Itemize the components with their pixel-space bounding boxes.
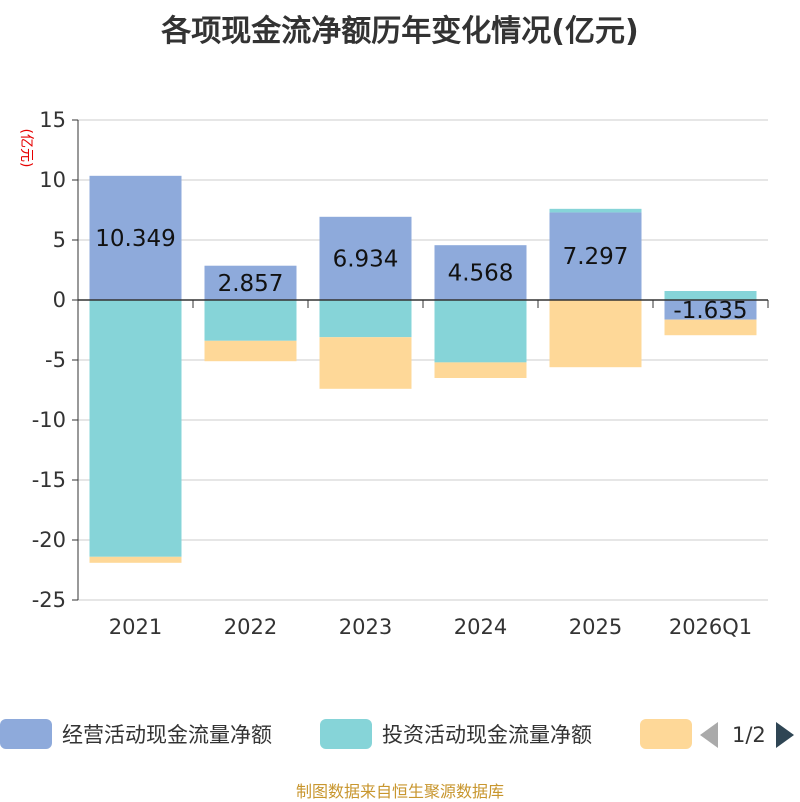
chart-title: 各项现金流净额历年变化情况(亿元) xyxy=(161,14,639,49)
bar-series xyxy=(89,175,757,563)
bar-investing xyxy=(89,300,182,557)
legend-swatch-investing xyxy=(320,719,372,749)
bar-operating xyxy=(549,212,642,300)
y-tick-label: 0 xyxy=(53,288,66,312)
bar-financing xyxy=(204,340,297,362)
bar-operating xyxy=(319,216,412,300)
bar-investing xyxy=(319,300,412,338)
bar-investing xyxy=(549,208,642,213)
x-tick-label: 2022 xyxy=(224,615,277,639)
y-axis-unit-label: (亿元) xyxy=(18,129,34,168)
bar-operating xyxy=(89,175,182,300)
y-tick-label: -25 xyxy=(32,588,66,612)
bar-financing xyxy=(319,337,412,389)
legend-item-operating[interactable]: 经营活动现金流量净额 xyxy=(0,718,272,750)
bar-financing xyxy=(434,362,527,378)
data-label: 7.297 xyxy=(563,244,629,270)
y-tick-label: 15 xyxy=(39,108,66,132)
x-tick-label: 2026Q1 xyxy=(669,615,752,639)
y-tick-label: -10 xyxy=(32,408,66,432)
x-tick-label: 2025 xyxy=(569,615,622,639)
legend-label-operating: 经营活动现金流量净额 xyxy=(62,723,272,747)
y-tick-label: -5 xyxy=(45,348,66,372)
y-tick-label: -20 xyxy=(32,528,66,552)
bar-investing xyxy=(664,291,757,300)
bar-financing xyxy=(549,300,642,368)
y-tick-label: 10 xyxy=(39,168,66,192)
y-tick-label: 5 xyxy=(53,228,66,252)
bar-financing xyxy=(664,319,757,336)
source-note: 制图数据来自恒生聚源数据库 xyxy=(295,782,504,801)
legend-item-investing[interactable]: 投资活动现金流量净额 xyxy=(320,718,592,750)
x-tick-label: 2024 xyxy=(454,615,507,639)
legend-label-investing: 投资活动现金流量净额 xyxy=(382,723,592,747)
x-tick-label: 2021 xyxy=(109,615,162,639)
data-label: 6.934 xyxy=(333,246,399,272)
legend-page-indicator: 1/2 xyxy=(732,723,766,747)
data-label: 4.568 xyxy=(448,261,514,287)
legend: 经营活动现金流量净额 投资活动现金流量净额 1/2 xyxy=(0,714,800,754)
bar-financing xyxy=(89,556,182,563)
bar-operating xyxy=(664,300,757,320)
legend-swatch-financing xyxy=(640,719,692,749)
legend-item-financing[interactable] xyxy=(640,718,692,750)
bar-operating xyxy=(434,245,527,300)
y-tick-label: -15 xyxy=(32,468,66,492)
data-label: 2.857 xyxy=(218,271,284,297)
data-label: 10.349 xyxy=(95,226,175,252)
legend-swatch-operating xyxy=(0,719,52,749)
bar-investing xyxy=(434,300,527,363)
data-label: -1.635 xyxy=(673,298,747,324)
data-labels: 10.349 2.857 6.934 4.568 7.297 -1.635 xyxy=(95,226,747,324)
x-tick-label: 2023 xyxy=(339,615,392,639)
axes: 15 10 5 0 -5 -10 -15 -20 -25 2021 2022 2023 2024 2025… xyxy=(32,108,769,639)
bar-operating xyxy=(204,265,297,300)
legend-prev-arrow-icon[interactable] xyxy=(700,722,718,748)
legend-next-arrow-icon[interactable] xyxy=(775,722,794,748)
bar-investing xyxy=(204,300,297,341)
legend-pager: 1/2 xyxy=(700,720,794,750)
